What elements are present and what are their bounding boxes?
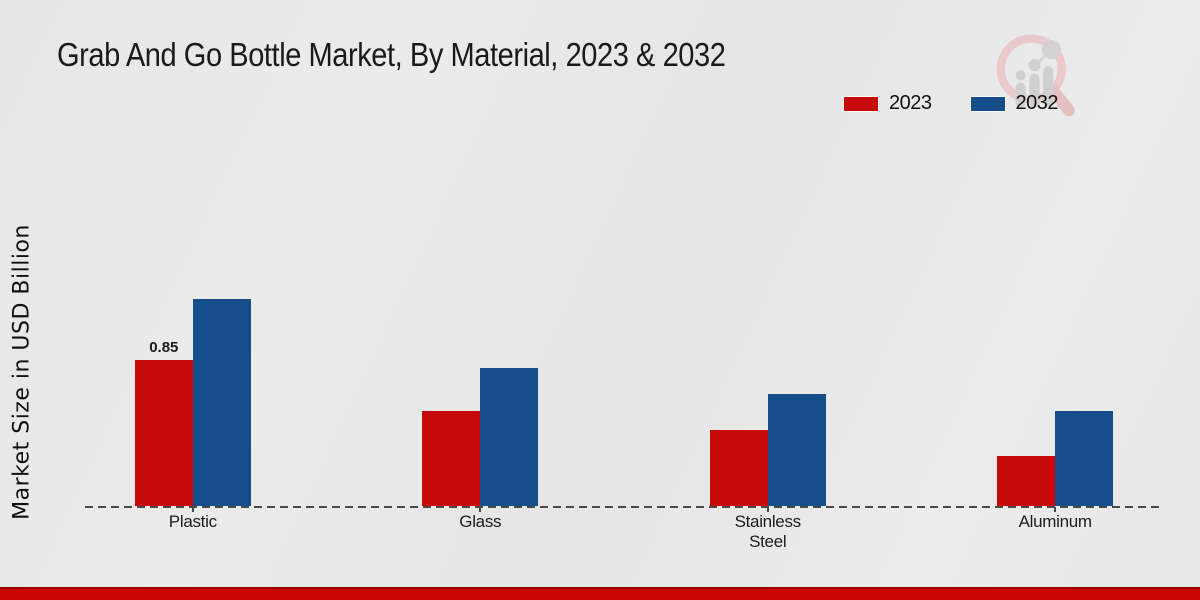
- bar-trend-icon: [1015, 39, 1062, 108]
- legend-label-2032: 2032: [1015, 92, 1059, 114]
- bar-2023-glass: [422, 411, 481, 506]
- plot-area: 0.85: [85, 282, 1163, 506]
- legend-item-2023: 2023: [843, 92, 932, 115]
- bar-value-label: 0.85: [149, 339, 179, 356]
- chart-title: Grab And Go Bottle Market, By Material, …: [57, 36, 726, 73]
- category-label-plastic: Plastic: [168, 512, 217, 531]
- x-tick-aluminum: [1054, 507, 1057, 512]
- bar-group-aluminum: [997, 411, 1114, 506]
- legend-swatch-2032: [969, 95, 1006, 112]
- legend-label-2023: 2023: [889, 92, 932, 114]
- bar-group-glass: [422, 368, 539, 506]
- x-tick-plastic: [191, 507, 194, 512]
- legend: 2023 2032: [843, 92, 1058, 115]
- bar-2023-plastic: 0.85: [134, 339, 193, 506]
- y-axis-label: Market Size in USD Billion: [9, 224, 35, 520]
- bar-2023-aluminum: [997, 456, 1056, 506]
- bar-2032-aluminum: [1055, 411, 1114, 506]
- x-tick-stainless-steel: [766, 507, 769, 512]
- bar-2032-glass: [480, 368, 539, 506]
- bar-2032-stainless-steel: [767, 394, 826, 506]
- x-axis-ticks: [85, 507, 1163, 513]
- bar-group-stainless-steel: [709, 394, 826, 506]
- legend-swatch-2023: [843, 95, 879, 112]
- legend-item-2032: 2032: [969, 92, 1059, 115]
- x-axis-baseline: [85, 506, 1163, 508]
- x-tick-glass: [479, 507, 482, 512]
- category-label-aluminum: Aluminum: [1018, 512, 1092, 531]
- bar-2023-stainless-steel: [709, 430, 768, 506]
- category-label-stainless-steel: Stainless Steel: [734, 512, 802, 552]
- category-label-glass: Glass: [459, 512, 502, 531]
- magnifier-bar-chart-watermark-logo: [996, 34, 1075, 117]
- bar-group-plastic: 0.85: [134, 299, 251, 506]
- footer-red-strip: [0, 587, 1200, 600]
- bar-2032-plastic: [192, 299, 251, 506]
